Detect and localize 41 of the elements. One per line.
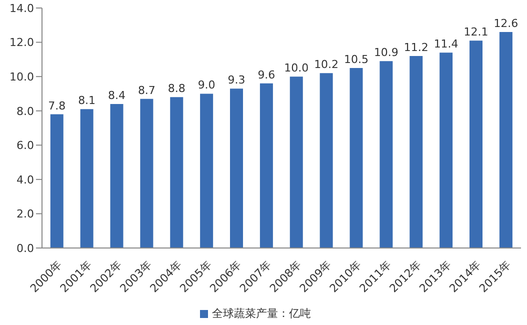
bar <box>470 40 483 248</box>
y-tick-label: 2.0 <box>16 208 34 221</box>
bar <box>290 76 303 248</box>
text: 10.0 <box>284 62 309 75</box>
bar <box>320 73 333 248</box>
y-tick-label: 6.0 <box>16 139 34 152</box>
legend-label: 全球蔬菜产量：亿吨 <box>212 307 311 320</box>
bar <box>440 52 453 248</box>
text: 8.1 <box>78 94 96 108</box>
text: 10.2 <box>314 58 339 72</box>
bar <box>230 88 244 248</box>
y-tick-label: 12.0 <box>10 36 34 50</box>
text: 8.7 <box>138 84 156 97</box>
bar <box>350 68 363 248</box>
bar <box>200 94 214 248</box>
text: 9.3 <box>228 74 246 87</box>
text: 9.0 <box>198 78 216 92</box>
bar <box>380 61 393 248</box>
bar <box>260 83 273 248</box>
text: 8.8 <box>168 82 186 96</box>
text: 12.1 <box>464 26 488 39</box>
y-tick-label: 8.0 <box>16 104 34 118</box>
bar <box>110 104 124 248</box>
y-tick-label: 4.0 <box>16 173 34 186</box>
text: 10.9 <box>374 46 398 60</box>
text: 11.2 <box>404 41 428 54</box>
text: 7.8 <box>48 99 66 112</box>
bar <box>170 97 184 248</box>
bar <box>410 56 423 248</box>
bar <box>140 98 154 248</box>
y-tick-label: 14.0 <box>10 2 34 15</box>
bar <box>499 32 512 248</box>
y-tick-label: 0.0 <box>16 242 34 255</box>
text: 9.6 <box>258 68 276 82</box>
text: 12.6 <box>494 17 518 30</box>
text: 11.4 <box>434 38 458 51</box>
y-tick-label: 10.0 <box>10 70 34 84</box>
text: 8.4 <box>108 89 126 102</box>
bar <box>50 114 64 248</box>
bar <box>80 109 94 248</box>
text: 10.5 <box>344 53 369 66</box>
